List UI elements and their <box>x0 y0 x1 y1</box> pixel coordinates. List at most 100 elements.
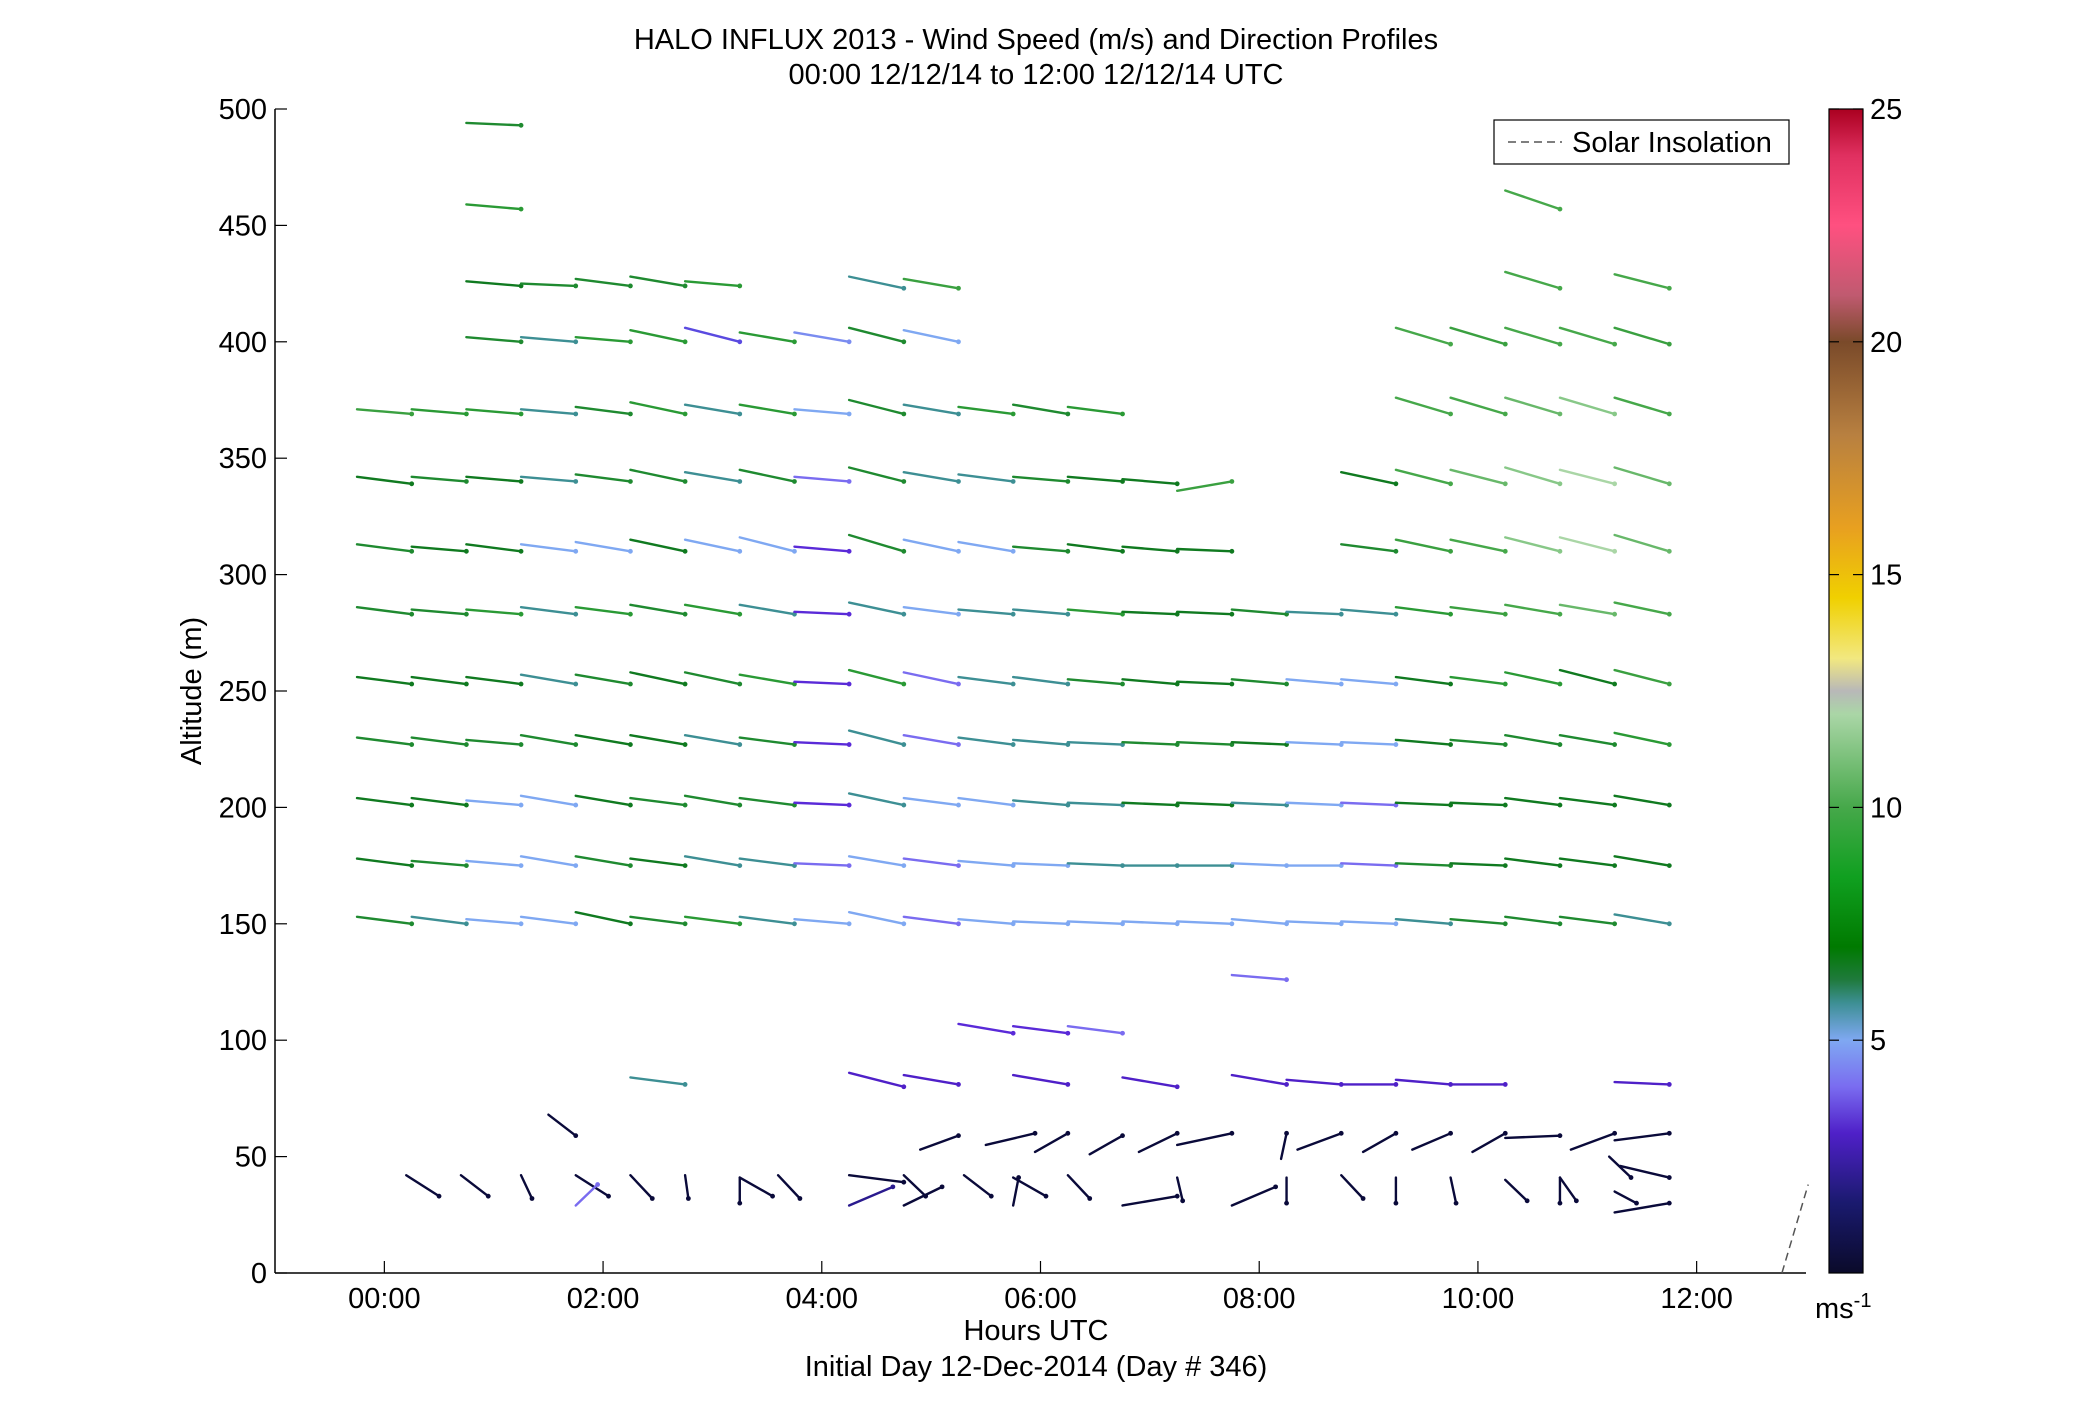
wind-barb <box>738 331 796 343</box>
wind-barb <box>902 277 960 290</box>
wind-barb-tip <box>770 1193 775 1199</box>
wind-barb-tip <box>1502 802 1508 808</box>
wind-barb <box>1066 543 1124 553</box>
wind-barb <box>957 675 1015 686</box>
wind-barb <box>1504 536 1562 553</box>
wind-barb <box>355 475 413 486</box>
wind-barb-tip <box>1010 611 1016 617</box>
wind-barb-tip <box>901 742 907 747</box>
wind-barb-tip <box>846 681 852 687</box>
wind-barb-tip <box>1453 1200 1459 1206</box>
wind-barb-tip <box>1628 1175 1634 1180</box>
wind-barb-tip <box>956 1133 961 1139</box>
wind-barb-tip <box>1502 921 1508 927</box>
wind-barb <box>1011 1073 1070 1086</box>
wind-barb-tip <box>409 611 415 617</box>
wind-barb <box>410 408 468 416</box>
wind-barb-tip <box>846 479 852 484</box>
wind-barb-tip <box>518 479 524 484</box>
wind-barb <box>1394 917 1452 925</box>
wind-barb <box>574 405 632 416</box>
wind-barb-tip <box>1120 548 1125 554</box>
wind-barb <box>847 792 906 807</box>
wind-barb <box>793 862 851 867</box>
wind-barb-tip <box>1120 1133 1125 1139</box>
wind-barb-tip <box>1065 411 1071 417</box>
wind-barb-tip <box>682 283 688 289</box>
wind-barb <box>1033 1132 1070 1154</box>
wind-barb-tip <box>518 863 524 868</box>
wind-barb <box>1569 1132 1616 1151</box>
wind-barb-tip <box>1284 681 1289 687</box>
wind-barb <box>1504 734 1562 746</box>
wind-barb <box>465 543 523 553</box>
colorbar-tick-label: 20 <box>1870 327 1902 359</box>
colorbar <box>1828 108 1864 1274</box>
wind-barb-tip <box>1448 341 1453 347</box>
wind-barb <box>1285 1078 1343 1086</box>
wind-barb-tip <box>956 921 961 927</box>
wind-barb-tip <box>628 921 633 927</box>
wind-barb <box>1066 475 1124 483</box>
wind-barb-tip <box>1502 1082 1508 1087</box>
wind-barb-tip <box>1666 611 1672 617</box>
y-axis-ticks: 0 50 100 150 200 250 300 350 400 450 500 <box>219 94 287 1290</box>
wind-barb-tip <box>682 681 688 687</box>
wind-barb-tip <box>628 802 633 808</box>
wind-barb <box>1011 475 1070 483</box>
wind-barb <box>847 1071 906 1088</box>
wind-barb-tip <box>463 742 469 747</box>
wind-barb <box>738 857 796 867</box>
wind-barb <box>1121 801 1179 807</box>
wind-barb-tip <box>792 411 797 417</box>
wind-barb-tip <box>737 742 743 747</box>
wind-barb-tip <box>1557 548 1563 554</box>
wind-barb-tip <box>1448 481 1453 487</box>
wind-barb-tip <box>682 863 688 868</box>
wind-barb-tip <box>901 339 907 345</box>
wind-barb <box>1613 1132 1671 1142</box>
wind-barb <box>1230 678 1288 686</box>
wind-barb-tip <box>890 1184 896 1190</box>
wind-barb <box>1558 468 1616 486</box>
wind-barb <box>1504 915 1562 925</box>
wind-barb <box>683 280 741 288</box>
wind-barb-tip <box>901 411 907 417</box>
wind-barb <box>738 796 796 807</box>
wind-barb-tip <box>1557 1133 1563 1139</box>
wind-barb <box>1394 1078 1452 1086</box>
wind-barb-tip <box>1338 1130 1344 1136</box>
wind-barb-tip <box>1174 1084 1180 1090</box>
wind-barb <box>629 1076 687 1086</box>
wind-barb <box>1471 1132 1507 1154</box>
wind-barb-tip <box>409 802 415 808</box>
wind-barb-tip <box>956 681 961 687</box>
wind-barb <box>1613 855 1671 867</box>
colorbar-tick-label: 25 <box>1870 94 1902 126</box>
wind-barb-tip <box>463 611 469 617</box>
wind-barb-tip <box>518 921 524 927</box>
wind-barb <box>1613 731 1671 746</box>
wind-barb <box>1449 801 1507 807</box>
wind-barb <box>1066 405 1124 416</box>
wind-barb <box>957 917 1015 925</box>
wind-barb-tip <box>628 611 633 617</box>
wind-barb-tip <box>1502 742 1508 747</box>
wind-barb-tip <box>518 681 524 687</box>
wind-barb <box>1558 734 1616 746</box>
wind-barb-tip <box>436 1193 442 1199</box>
wind-barb-tip <box>409 681 415 687</box>
wind-barb <box>1175 801 1234 807</box>
wind-barb <box>847 326 906 343</box>
wind-barb-tip <box>1612 863 1618 868</box>
wind-barb <box>902 403 960 416</box>
wind-barb <box>410 675 468 686</box>
wind-barb <box>738 915 796 925</box>
wind-barb-tip <box>1229 1130 1235 1136</box>
wind-barb <box>1230 973 1288 981</box>
wind-barb <box>574 277 632 288</box>
wind-barb <box>1613 533 1671 553</box>
wind-barb-tip <box>1338 611 1344 617</box>
wind-barb <box>1613 1190 1638 1205</box>
wind-barb <box>1394 862 1452 867</box>
